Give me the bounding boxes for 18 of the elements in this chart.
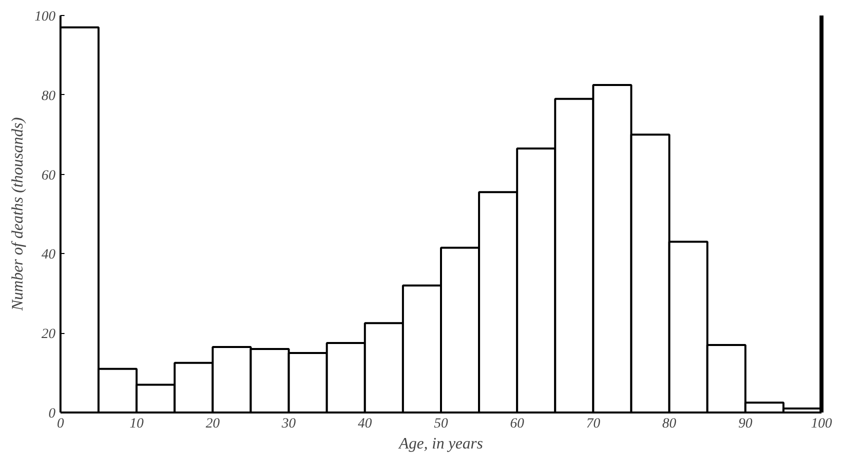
- y-tick-label: 100: [34, 10, 56, 24]
- x-tick-label: 80: [662, 416, 676, 432]
- x-tick-label: 40: [358, 416, 372, 432]
- x-tick-label: 30: [280, 416, 296, 432]
- x-tick-label: 10: [130, 416, 144, 432]
- x-tick-label: 100: [811, 416, 832, 432]
- x-tick-label: 90: [738, 416, 752, 432]
- y-axis-title: Number of deaths (thousands): [10, 117, 26, 312]
- y-tick-label: 80: [42, 88, 56, 104]
- x-tick-label: 50: [434, 416, 448, 432]
- y-tick-label: 40: [42, 248, 56, 263]
- x-tick-label: 70: [586, 416, 600, 432]
- y-tick-label: 20: [42, 327, 56, 342]
- x-tick-label: 60: [510, 416, 524, 432]
- y-tick-label: 0: [48, 406, 56, 422]
- x-axis-title: Age, in years: [398, 436, 483, 452]
- y-tick-label: 60: [42, 168, 56, 184]
- x-tick-label: 20: [206, 416, 220, 432]
